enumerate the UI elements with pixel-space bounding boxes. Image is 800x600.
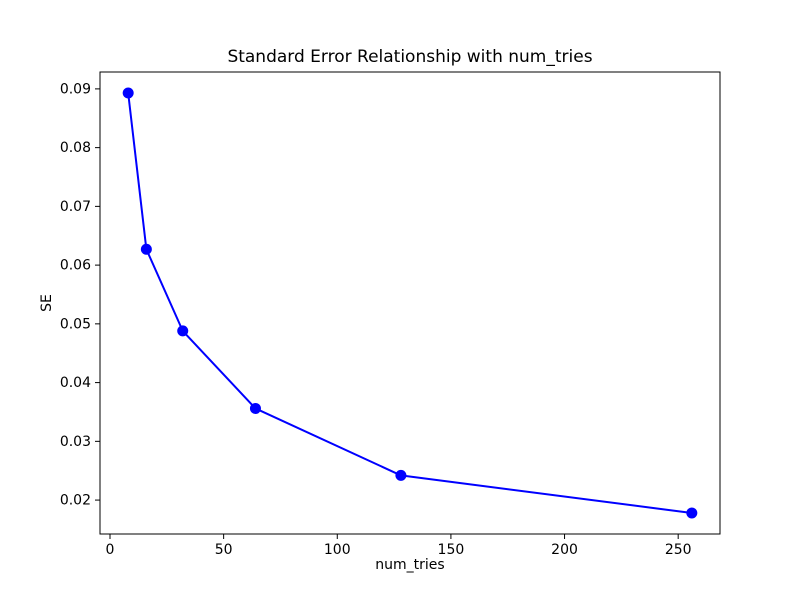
y-axis-label: SE — [39, 294, 55, 312]
x-tick-label: 0 — [106, 542, 115, 558]
data-point-marker — [686, 507, 698, 519]
y-tick-label: 0.09 — [60, 81, 91, 97]
data-point-marker — [249, 402, 261, 414]
data-point-marker — [140, 243, 152, 255]
data-point-marker — [177, 325, 189, 337]
plot-border — [99, 71, 721, 535]
x-tick-label: 200 — [551, 542, 578, 558]
y-tick-label: 0.05 — [60, 316, 91, 332]
y-tick-label: 0.07 — [60, 199, 91, 215]
x-tick-label: 250 — [665, 542, 692, 558]
x-tick-label: 50 — [215, 542, 233, 558]
y-tick-label: 0.04 — [60, 375, 91, 391]
data-point-marker — [122, 87, 134, 99]
y-tick-label: 0.02 — [60, 493, 91, 509]
y-tick-label: 0.06 — [60, 258, 91, 274]
se-line — [127, 92, 693, 514]
chart-title: Standard Error Relationship with num_tri… — [227, 47, 593, 67]
y-tick-label: 0.03 — [60, 434, 91, 450]
data-point-marker — [395, 469, 407, 481]
x-axis-label: num_tries — [375, 557, 445, 573]
x-tick-label: 100 — [324, 542, 351, 558]
x-tick-label: 150 — [438, 542, 465, 558]
y-tick-label: 0.08 — [60, 140, 91, 156]
